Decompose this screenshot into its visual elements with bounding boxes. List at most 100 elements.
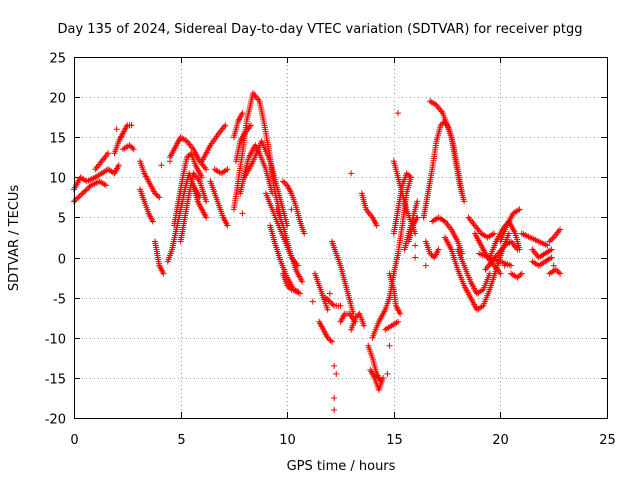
data-point (384, 370, 391, 377)
y-tick-label: -10 (45, 333, 66, 348)
data-point (557, 226, 564, 233)
data-point (287, 285, 294, 292)
data-point (156, 194, 163, 201)
data-point (183, 154, 190, 161)
data-point (309, 298, 316, 305)
data-point (412, 254, 419, 261)
data-point (386, 342, 393, 349)
data-point (516, 246, 523, 253)
data-point (514, 274, 521, 281)
data-point (397, 310, 404, 317)
data-point (353, 313, 360, 320)
data-point (501, 262, 508, 269)
data-point (154, 193, 161, 200)
data-point (546, 238, 553, 245)
data-point (406, 172, 413, 179)
data-point (331, 406, 338, 413)
data-point (160, 270, 167, 277)
data-point (337, 302, 344, 309)
data-point (550, 262, 557, 269)
grid (74, 57, 607, 418)
data-point (86, 183, 93, 190)
data-point (239, 210, 246, 217)
data-point (198, 174, 205, 181)
y-tick-label: -20 (45, 413, 66, 428)
data-point (72, 197, 79, 204)
data-point (518, 270, 525, 277)
y-tick-label: 25 (49, 52, 66, 67)
data-point (279, 178, 286, 185)
data-point (269, 190, 276, 197)
y-tick-label: 15 (49, 132, 66, 147)
data-point (486, 270, 493, 277)
data-point (548, 246, 555, 253)
data-point (158, 162, 165, 169)
data-point (80, 189, 87, 196)
data-point (203, 214, 210, 221)
data-point (288, 206, 295, 213)
data-point (128, 122, 135, 129)
x-tick-label: 10 (279, 433, 296, 448)
data-point (427, 250, 434, 257)
data-point (422, 262, 429, 269)
data-point (78, 191, 85, 198)
y-axis-label: SDTVAR / TECUs (7, 185, 22, 292)
x-tick-label: 20 (492, 433, 509, 448)
data-point (224, 166, 231, 173)
data-point (117, 134, 124, 141)
data-point (407, 174, 414, 181)
data-point (428, 251, 435, 258)
data-point (325, 297, 332, 304)
data-point (153, 191, 160, 198)
data-point (326, 298, 333, 305)
data-point (185, 152, 192, 159)
data-point (352, 314, 359, 321)
data-point (547, 237, 554, 244)
data-point (115, 162, 122, 169)
data-point (412, 242, 419, 249)
data-point (403, 170, 410, 177)
data-point (294, 288, 301, 295)
data-point (152, 190, 159, 197)
data-point (203, 198, 210, 205)
data-point (328, 338, 335, 345)
data-point (105, 150, 112, 157)
data-point (149, 218, 156, 225)
x-tick-labels: 0 5 10 15 20 25 (70, 433, 615, 448)
data-point (331, 362, 338, 369)
data-point (439, 120, 446, 127)
x-tick-label: 25 (599, 433, 616, 448)
y-tick-label: 0 (58, 253, 66, 268)
data-point (360, 322, 367, 329)
data-point (247, 122, 254, 129)
data-point (113, 126, 120, 133)
data-point (395, 110, 402, 117)
data-point (326, 336, 333, 343)
data-point (517, 271, 524, 278)
data-point (435, 246, 442, 253)
data-point (437, 122, 444, 129)
chart-title: Day 135 of 2024, Sidereal Day-to-day VTE… (58, 22, 583, 37)
data-point (324, 306, 331, 313)
data-point (102, 182, 109, 189)
x-tick-label: 5 (177, 433, 185, 448)
data-point (327, 337, 334, 344)
data-point (222, 122, 229, 129)
data-point (239, 110, 246, 117)
y-tick-label: 10 (49, 172, 66, 187)
data-point (166, 158, 173, 165)
data-point (326, 290, 333, 297)
data-point (301, 230, 308, 237)
plot-frame (74, 57, 608, 419)
data-point (557, 270, 564, 277)
x-tick-label: 15 (386, 433, 403, 448)
data-point (126, 142, 133, 149)
data-point (548, 254, 555, 261)
data-point (224, 222, 231, 229)
y-tick-label: -5 (53, 293, 66, 308)
data-point (414, 198, 421, 205)
data-point (79, 190, 86, 197)
data-point (76, 193, 83, 200)
y-tick-label: 5 (58, 212, 66, 227)
